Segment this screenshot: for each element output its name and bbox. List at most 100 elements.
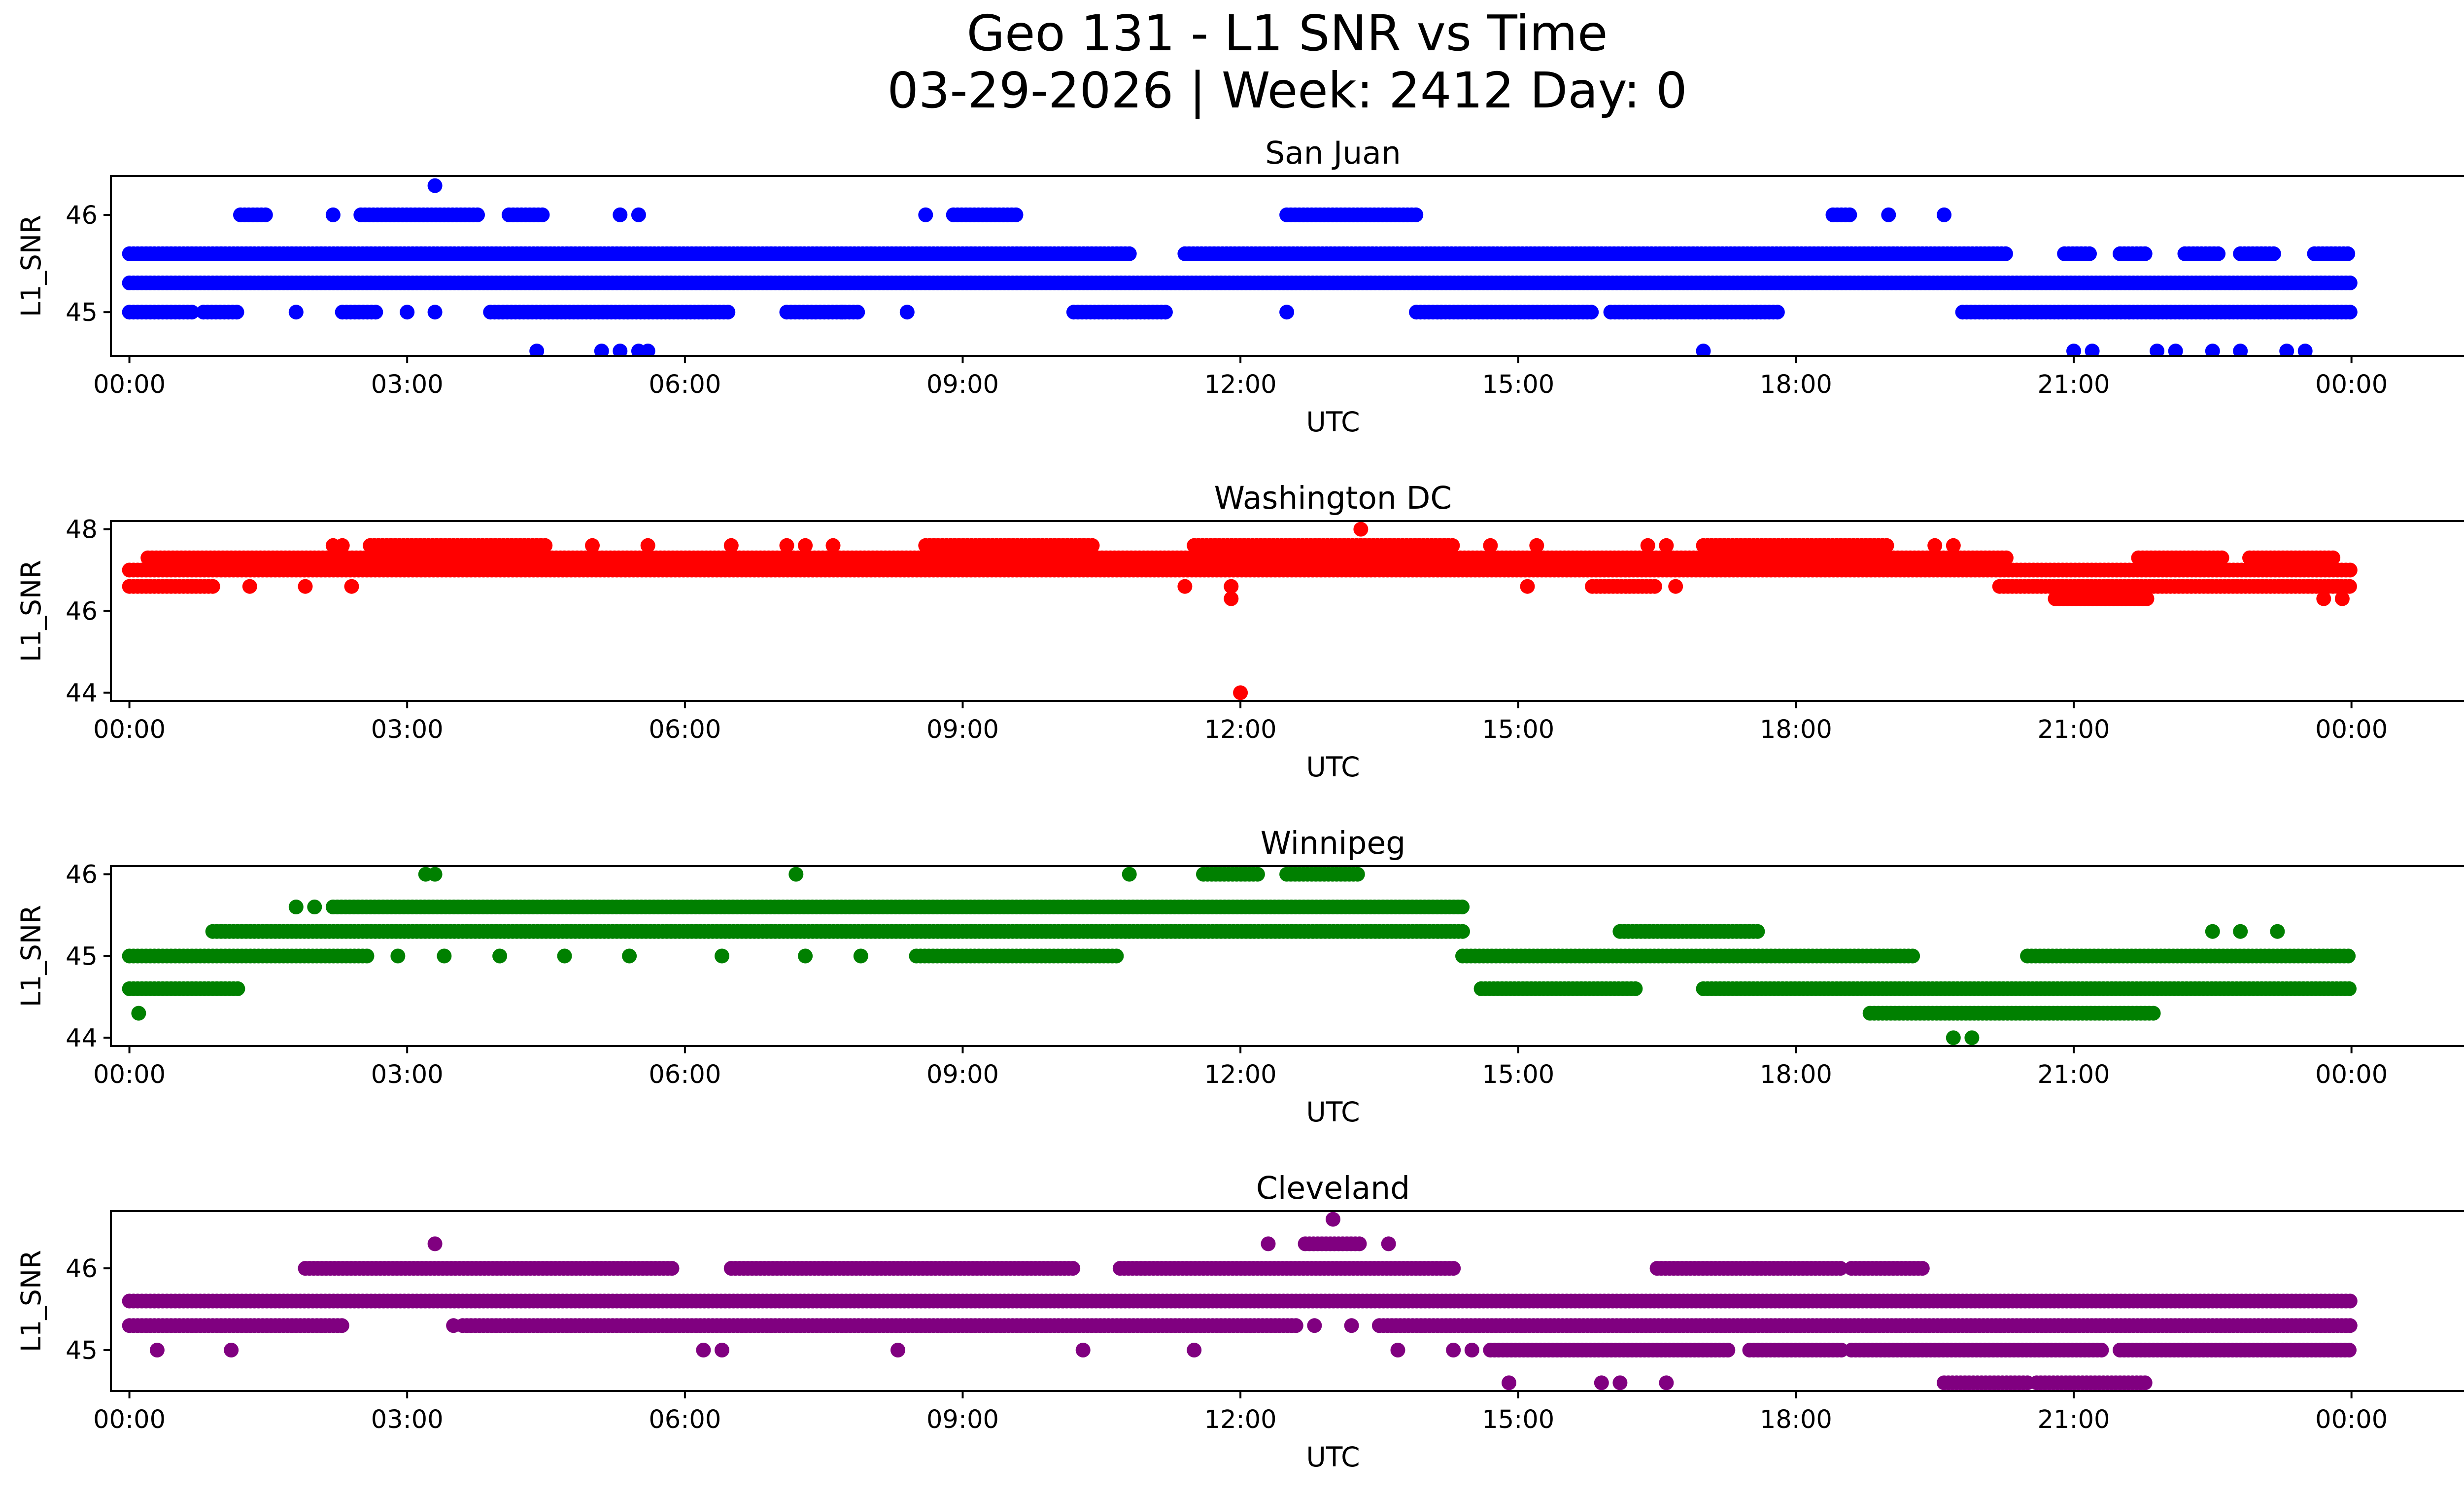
axes-frame (110, 175, 2464, 357)
x-tick-label: 18:00 (1760, 1060, 1832, 1089)
data-point (258, 207, 273, 222)
data-point (359, 948, 375, 964)
data-point (622, 948, 637, 964)
data-point (2316, 591, 2331, 606)
data-point (288, 305, 304, 320)
subplot-title: Cleveland (1256, 1170, 1410, 1206)
x-tick-label: 00:00 (93, 715, 166, 744)
data-point (631, 207, 646, 222)
data-point (2341, 948, 2356, 964)
data-point (535, 207, 550, 222)
x-tick-label: 18:00 (1760, 370, 1832, 399)
x-axis-label: UTC (1306, 1096, 1360, 1128)
data-point (1750, 924, 1765, 939)
data-point (2233, 924, 2248, 939)
scatter-series (122, 178, 2358, 356)
data-point (899, 305, 915, 320)
data-point (1233, 685, 1248, 700)
data-point (723, 538, 739, 553)
y-tick-label: 44 (66, 679, 98, 708)
data-point (427, 867, 443, 882)
data-point (470, 207, 485, 222)
data-point (715, 948, 729, 964)
x-tick-label: 21:00 (2038, 370, 2110, 399)
data-point (640, 344, 655, 356)
y-tick-label: 45 (66, 298, 98, 327)
x-tick-label: 00:00 (93, 1060, 166, 1089)
x-tick-label: 12:00 (1204, 1060, 1277, 1089)
data-point (344, 579, 359, 594)
data-point (2146, 1006, 2161, 1021)
data-point (1122, 867, 1137, 882)
suptitle-line-1: Geo 131 - L1 SNR vs Time (967, 4, 1608, 62)
data-point (1628, 981, 1643, 996)
x-tick-label: 12:00 (1204, 370, 1277, 399)
data-point (1408, 207, 1424, 222)
x-tick-label: 00:00 (93, 370, 166, 399)
x-tick-label: 09:00 (926, 370, 999, 399)
data-point (334, 1318, 349, 1333)
data-point (335, 538, 350, 553)
data-point (1177, 579, 1193, 594)
data-point (1353, 522, 1369, 537)
data-point (1647, 579, 1662, 594)
data-point (2342, 562, 2358, 578)
data-point (1158, 305, 1173, 320)
x-tick-label: 00:00 (2315, 1060, 2388, 1089)
x-tick-label: 09:00 (926, 715, 999, 744)
data-point (2342, 276, 2358, 290)
data-point (779, 538, 794, 553)
data-point (2214, 550, 2229, 565)
data-point (2211, 246, 2226, 261)
x-tick-label: 03:00 (371, 370, 444, 399)
data-point (2342, 305, 2358, 320)
data-point (2205, 924, 2220, 939)
x-axis-label: UTC (1306, 406, 1360, 438)
x-tick-label: 15:00 (1482, 1060, 1554, 1089)
data-point (1640, 538, 1655, 553)
data-point (788, 867, 804, 882)
data-point (798, 948, 813, 964)
data-point (2137, 246, 2153, 261)
x-tick-label: 03:00 (371, 715, 444, 744)
scatter-series (122, 1212, 2358, 1391)
data-point (1998, 246, 2013, 261)
data-point (2297, 344, 2313, 356)
data-point (557, 948, 572, 964)
data-point (400, 305, 415, 320)
data-point (242, 579, 257, 594)
data-point (1529, 538, 1544, 553)
x-axis-label: UTC (1306, 751, 1360, 783)
x-tick-label: 15:00 (1482, 715, 1554, 744)
x-tick-label: 21:00 (2038, 1060, 2110, 1089)
data-point (2066, 344, 2081, 356)
data-point (850, 305, 865, 320)
data-point (1881, 207, 1896, 222)
data-point (2342, 981, 2357, 996)
x-tick-label: 18:00 (1760, 715, 1832, 744)
data-point (1483, 538, 1498, 553)
data-point (594, 344, 609, 356)
data-point (1455, 924, 1470, 939)
data-point (2279, 344, 2294, 356)
y-tick-label: 46 (66, 597, 98, 626)
data-point (1659, 538, 1674, 553)
data-point (325, 207, 341, 222)
data-point (1964, 1030, 1980, 1045)
data-point (2168, 344, 2183, 356)
data-point (825, 538, 841, 553)
data-point (390, 948, 406, 964)
data-point (1455, 900, 1470, 914)
data-point (1879, 538, 1894, 553)
data-point (2150, 344, 2165, 356)
data-point (288, 900, 304, 914)
data-point (835, 305, 850, 320)
data-point (307, 900, 322, 914)
data-point (2085, 344, 2100, 356)
x-tick-label: 06:00 (649, 1060, 721, 1089)
data-point (2139, 591, 2155, 606)
